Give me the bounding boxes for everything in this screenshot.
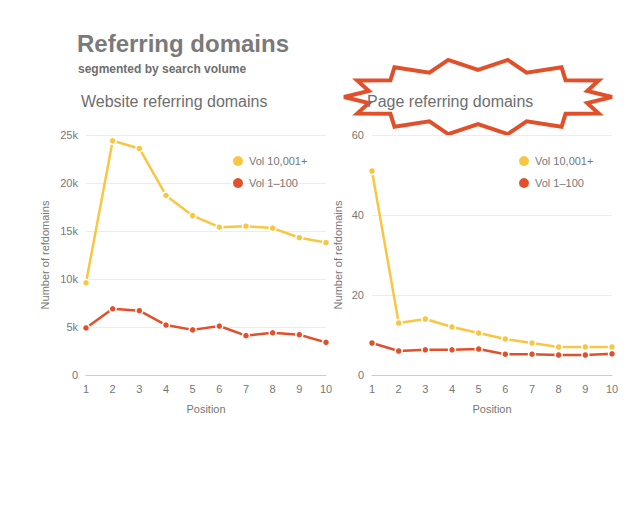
svg-text:20k: 20k [60, 177, 78, 189]
svg-text:10k: 10k [60, 273, 78, 285]
svg-text:9: 9 [296, 383, 302, 395]
svg-text:3: 3 [422, 383, 428, 395]
svg-text:segmented by search volume: segmented by search volume [78, 62, 246, 76]
svg-text:10: 10 [320, 383, 332, 395]
svg-text:40: 40 [352, 209, 364, 221]
svg-text:Vol 10,001+: Vol 10,001+ [249, 155, 307, 167]
svg-text:1: 1 [83, 383, 89, 395]
svg-text:Number of refdomains: Number of refdomains [39, 200, 51, 309]
svg-text:60: 60 [352, 129, 364, 141]
svg-text:7: 7 [529, 383, 535, 395]
svg-text:Vol 1–100: Vol 1–100 [535, 177, 584, 189]
svg-text:Position: Position [186, 403, 225, 415]
svg-text:25k: 25k [60, 129, 78, 141]
svg-text:4: 4 [449, 383, 455, 395]
svg-text:2: 2 [110, 383, 116, 395]
svg-text:Website referring domains: Website referring domains [81, 93, 267, 110]
svg-text:0: 0 [72, 369, 78, 381]
svg-text:6: 6 [502, 383, 508, 395]
svg-text:5k: 5k [66, 321, 78, 333]
svg-text:20: 20 [352, 289, 364, 301]
svg-text:6: 6 [216, 383, 222, 395]
svg-text:0: 0 [358, 369, 364, 381]
svg-text:10: 10 [606, 383, 618, 395]
svg-text:4: 4 [163, 383, 169, 395]
svg-text:Vol 10,001+: Vol 10,001+ [535, 155, 593, 167]
svg-text:5: 5 [476, 383, 482, 395]
svg-text:Number of refdomains: Number of refdomains [332, 200, 344, 309]
svg-text:8: 8 [270, 383, 276, 395]
svg-text:Vol 1–100: Vol 1–100 [249, 177, 298, 189]
svg-text:15k: 15k [60, 225, 78, 237]
svg-text:7: 7 [243, 383, 249, 395]
svg-text:3: 3 [136, 383, 142, 395]
svg-text:Page referring domains: Page referring domains [367, 93, 533, 110]
svg-text:Referring domains: Referring domains [77, 30, 289, 57]
svg-text:1: 1 [369, 383, 375, 395]
svg-text:5: 5 [190, 383, 196, 395]
svg-text:8: 8 [556, 383, 562, 395]
svg-text:9: 9 [582, 383, 588, 395]
svg-text:Position: Position [472, 403, 511, 415]
svg-text:2: 2 [396, 383, 402, 395]
